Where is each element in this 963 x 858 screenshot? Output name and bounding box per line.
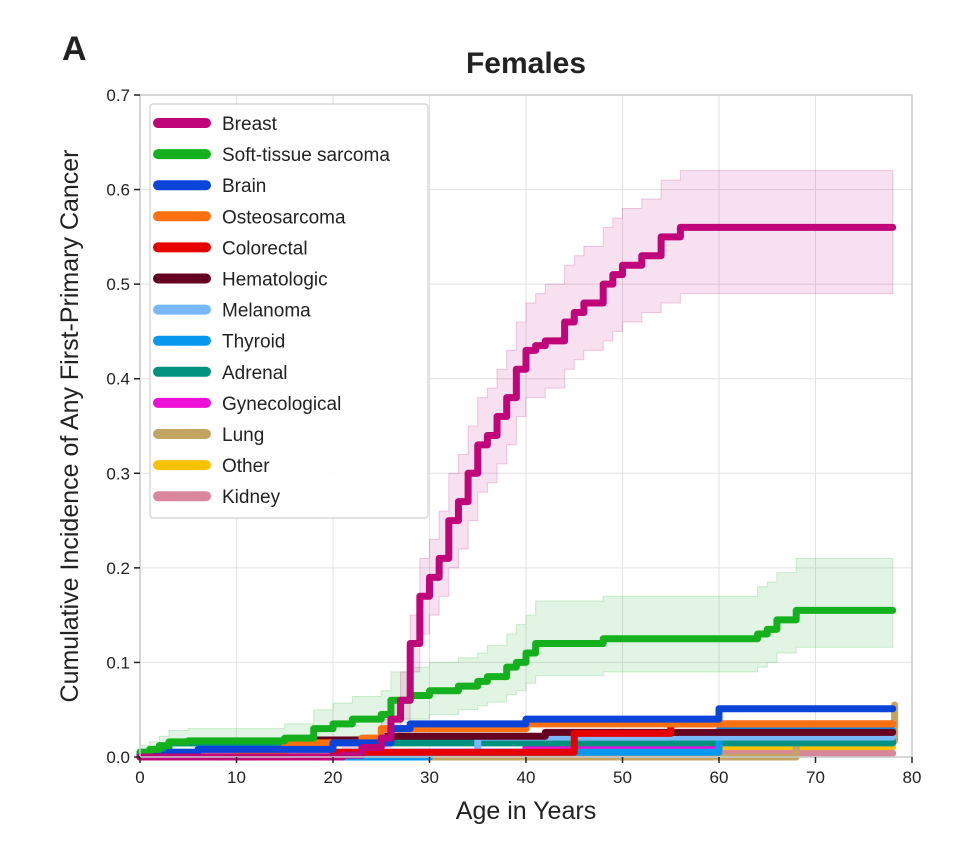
x-tick-label: 70 bbox=[806, 768, 825, 787]
x-tick-label: 80 bbox=[903, 768, 922, 787]
legend-label: Thyroid bbox=[222, 332, 285, 353]
y-tick-label: 0.1 bbox=[106, 653, 130, 672]
x-tick-label: 60 bbox=[710, 768, 729, 787]
legend-label: Hematologic bbox=[222, 270, 328, 291]
legend-label: Brain bbox=[222, 176, 266, 197]
x-tick-label: 30 bbox=[420, 768, 439, 787]
legend-label: Lung bbox=[222, 425, 264, 446]
legend: Breast Soft-tissue sarcoma Brain Osteosarco… bbox=[149, 103, 429, 519]
x-tick-label: 50 bbox=[613, 768, 632, 787]
y-tick-label: 0.4 bbox=[106, 370, 130, 389]
y-tick-label: 0.7 bbox=[106, 86, 130, 105]
legend-label: Breast bbox=[222, 114, 278, 135]
x-tick-label: 20 bbox=[324, 768, 343, 787]
legend-label: Other bbox=[222, 456, 270, 477]
y-tick-label: 0.6 bbox=[106, 181, 130, 200]
legend-label: Gynecological bbox=[222, 394, 341, 415]
y-tick-label: 0.5 bbox=[106, 275, 130, 294]
x-axis-label: Age in Years bbox=[456, 797, 596, 825]
legend-box bbox=[149, 103, 429, 519]
y-axis-label: Cumulative Incidence of Any First-Primar… bbox=[56, 150, 84, 703]
chart-title: Females bbox=[466, 47, 586, 80]
x-tick-label: 40 bbox=[517, 768, 536, 787]
y-tick-label: 0.0 bbox=[106, 748, 130, 767]
panel-label: A bbox=[62, 30, 87, 68]
series-line-breast bbox=[136, 223, 897, 761]
legend-label: Kidney bbox=[222, 487, 281, 508]
y-tick-label: 0.2 bbox=[106, 559, 130, 578]
x-tick-label: 10 bbox=[227, 768, 246, 787]
legend-label: Colorectal bbox=[222, 238, 308, 259]
y-tick-label: 0.3 bbox=[106, 464, 130, 483]
x-tick-label: 0 bbox=[135, 768, 144, 787]
legend-label: Melanoma bbox=[222, 301, 311, 322]
legend-label: Adrenal bbox=[222, 363, 288, 384]
legend-label: Soft-tissue sarcoma bbox=[222, 145, 390, 166]
legend-label: Osteosarcoma bbox=[222, 207, 346, 228]
series-line-soft-tissue-sarcoma bbox=[136, 606, 897, 756]
